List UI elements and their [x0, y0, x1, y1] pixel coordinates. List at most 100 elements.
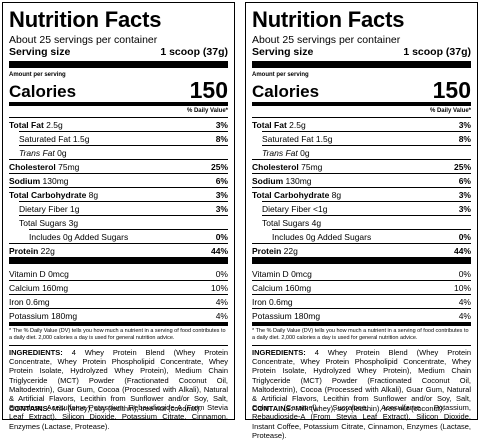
nutrient-label: Dietary Fiber — [19, 203, 68, 214]
vitamin-daily-value: 10% — [210, 282, 228, 293]
nutrient-name: Includes 0g Added Sugars — [29, 231, 128, 243]
nutrient-daily-value: 0% — [458, 231, 471, 242]
nutrient-daily-value: 3% — [215, 119, 228, 130]
nutrient-daily-value: 6% — [215, 175, 228, 186]
row-divider — [252, 294, 471, 295]
nutrient-amount: 22g — [40, 245, 55, 256]
nutrient-label: Trans Fat — [19, 147, 55, 158]
vitamin-label: Vitamin D — [252, 268, 289, 279]
contains-block: CONTAINS: Milk (whey), soy (lecithin), t… — [9, 404, 228, 413]
contains-text: Milk (whey), soy (lecithin), tree nut (c… — [52, 404, 202, 413]
serving-size-row: Serving size 1 scoop (37g) — [252, 46, 471, 58]
nutrient-row: Total Fat 2.5g 3% — [9, 118, 228, 131]
nutrient-label: Includes 0g Added Sugars — [29, 231, 129, 242]
ingredients-label: INGREDIENTS: — [252, 348, 306, 357]
nutrient-label: Protein — [9, 245, 39, 256]
ingredients-block: INGREDIENTS: 4 Whey Protein Blend (Whey … — [9, 348, 228, 431]
nutrient-row: Saturated Fat 1.5g 8% — [19, 132, 228, 145]
calories-row: Calories 150 — [252, 77, 471, 103]
vitamin-amount: 180mg — [294, 310, 321, 321]
label-title: Nutrition Facts — [252, 7, 405, 32]
nutrient-amount: 1g — [70, 203, 80, 214]
thick-divider — [9, 257, 228, 264]
nutrient-name: Dietary Fiber <1g — [262, 203, 327, 215]
thick-divider — [9, 61, 228, 68]
vitamin-name: Calcium 160mg — [9, 282, 68, 294]
serving-size-row: Serving size 1 scoop (37g) — [9, 46, 228, 58]
nutrient-label: Total Carbohydrate — [252, 189, 330, 200]
ingredients-label: INGREDIENTS: — [9, 348, 63, 357]
vitamin-label: Potassium — [9, 310, 49, 321]
row-divider — [252, 280, 471, 281]
row-divider — [252, 243, 471, 244]
nutrient-amount: 2.5g — [46, 119, 63, 130]
row-divider — [252, 308, 471, 309]
nutrient-row: Includes 0g Added Sugars 0% — [29, 230, 228, 243]
nutrient-row: Cholesterol 75mg 25% — [9, 160, 228, 173]
nutrient-amount: 130mg — [42, 175, 69, 186]
serving-size-label: Serving size — [252, 46, 314, 58]
vitamin-label: Calcium — [252, 282, 283, 293]
nutrient-row: Total Fat 2.5g 3% — [252, 118, 471, 131]
vitamin-daily-value: 0% — [458, 268, 471, 279]
nutrient-row: Includes 0g Added Sugars 0% — [272, 230, 471, 243]
vitamin-daily-value: 4% — [215, 310, 228, 321]
thick-divider — [252, 61, 471, 68]
nutrient-daily-value: 3% — [458, 119, 471, 130]
nutrient-amount: 1.5g — [315, 133, 333, 144]
vitamin-amount: 160mg — [285, 282, 312, 293]
nutrition-label-left: Nutrition Facts About 25 servings per con… — [2, 2, 235, 431]
nutrient-amount: 4g — [311, 217, 322, 228]
footnote: * The % Daily Value (DV) tells you how m… — [9, 328, 226, 341]
daily-value-header: % Daily Value* — [429, 108, 471, 114]
nutrient-amount: 75mg — [58, 161, 80, 172]
row-divider — [9, 243, 228, 244]
serving-size-value: 1 scoop (37g) — [403, 46, 471, 58]
nutrient-amount: 8g — [88, 189, 99, 200]
vitamin-name: Vitamin D 0mcg — [9, 268, 69, 280]
nutrient-amount: 3g — [68, 217, 79, 228]
nutrient-amount: <1g — [313, 203, 328, 214]
vitamin-name: Vitamin D 0mcg — [252, 268, 312, 280]
vitamin-row: Vitamin D 0mcg 0% — [9, 267, 228, 280]
nutrient-daily-value: 8% — [215, 133, 228, 144]
vitamin-name: Potassium 180mg — [9, 310, 77, 322]
vitamin-label: Potassium — [252, 310, 292, 321]
nutrient-row: Trans Fat 0g — [19, 146, 228, 159]
nutrient-label: Protein — [252, 245, 282, 256]
nutrient-daily-value: 44% — [453, 245, 471, 256]
nutrient-row: Total Sugars 4g — [262, 216, 471, 229]
nutrient-daily-value: 3% — [215, 203, 228, 214]
calories-value: 150 — [432, 77, 471, 103]
nutrient-name: Total Sugars 4g — [262, 217, 321, 229]
ingredients-text: 4 Whey Protein Blend (Whey Protein Conce… — [9, 348, 228, 431]
nutrient-row: Cholesterol 75mg 25% — [252, 160, 471, 173]
nutrient-name: Saturated Fat 1.5g — [262, 133, 332, 145]
nutrient-label: Saturated Fat — [19, 133, 71, 144]
nutrient-row: Total Carbohydrate 8g 3% — [9, 188, 228, 201]
nutrient-daily-value: 3% — [215, 189, 228, 200]
row-divider — [9, 159, 228, 160]
nutrient-name: Sodium 130mg — [9, 175, 69, 187]
row-divider — [252, 117, 471, 118]
row-divider — [9, 308, 228, 309]
nutrient-name: Sodium 130mg — [252, 175, 312, 187]
row-divider — [9, 187, 228, 188]
nutrient-amount: 130mg — [285, 175, 312, 186]
medium-divider — [9, 102, 228, 106]
nutrient-row: Dietary Fiber 1g 3% — [19, 202, 228, 215]
thick-divider — [252, 257, 471, 264]
vitamin-amount: 0mcg — [291, 268, 312, 279]
nutrient-label: Total Sugars — [262, 217, 310, 228]
nutrient-label: Trans Fat — [262, 147, 298, 158]
nutrient-daily-value: 8% — [458, 133, 471, 144]
nutrient-amount: 22g — [283, 245, 298, 256]
nutrient-daily-value: 3% — [458, 203, 471, 214]
row-divider — [262, 201, 471, 202]
nutrient-name: Protein 22g — [9, 245, 55, 257]
medium-divider — [9, 322, 228, 326]
nutrient-name: Trans Fat 0g — [262, 147, 310, 159]
medium-divider — [252, 322, 471, 326]
servings-per-container: About 25 servings per container — [252, 34, 401, 46]
serving-size-value: 1 scoop (37g) — [160, 46, 228, 58]
